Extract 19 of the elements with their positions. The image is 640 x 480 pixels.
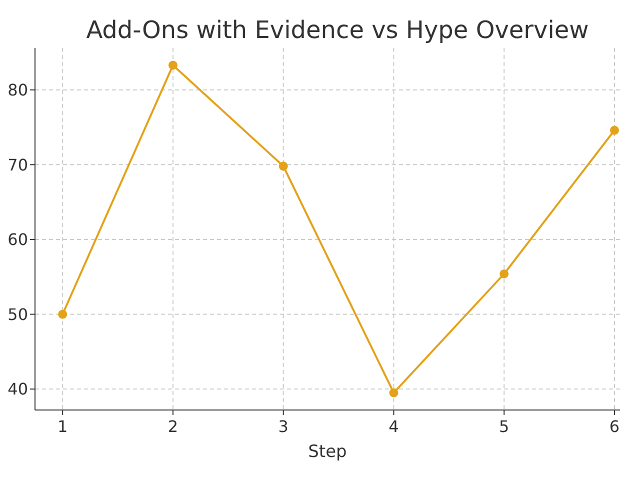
point <box>610 126 619 135</box>
point <box>500 269 509 278</box>
x-tick-label: 3 <box>278 417 288 436</box>
x-tick-label: 6 <box>609 417 620 436</box>
point <box>389 388 398 398</box>
x-axis-title: Step <box>308 442 347 462</box>
chart-title: Add-Ons with Evidence vs Hype Overview <box>86 16 589 44</box>
y-tick-label: 70 <box>8 155 28 174</box>
point <box>278 162 288 171</box>
x-tick-label: 2 <box>168 417 178 436</box>
y-tick-label: 60 <box>8 230 28 250</box>
y-tick-label: 40 <box>8 380 28 399</box>
x-tick-label: 5 <box>499 417 510 436</box>
y-tick-label: 80 <box>8 80 28 100</box>
x-tick-label: 4 <box>388 417 399 436</box>
x-tick-label: 1 <box>58 417 68 436</box>
point <box>58 310 68 319</box>
point <box>168 60 178 70</box>
y-tick-label: 50 <box>8 304 28 324</box>
